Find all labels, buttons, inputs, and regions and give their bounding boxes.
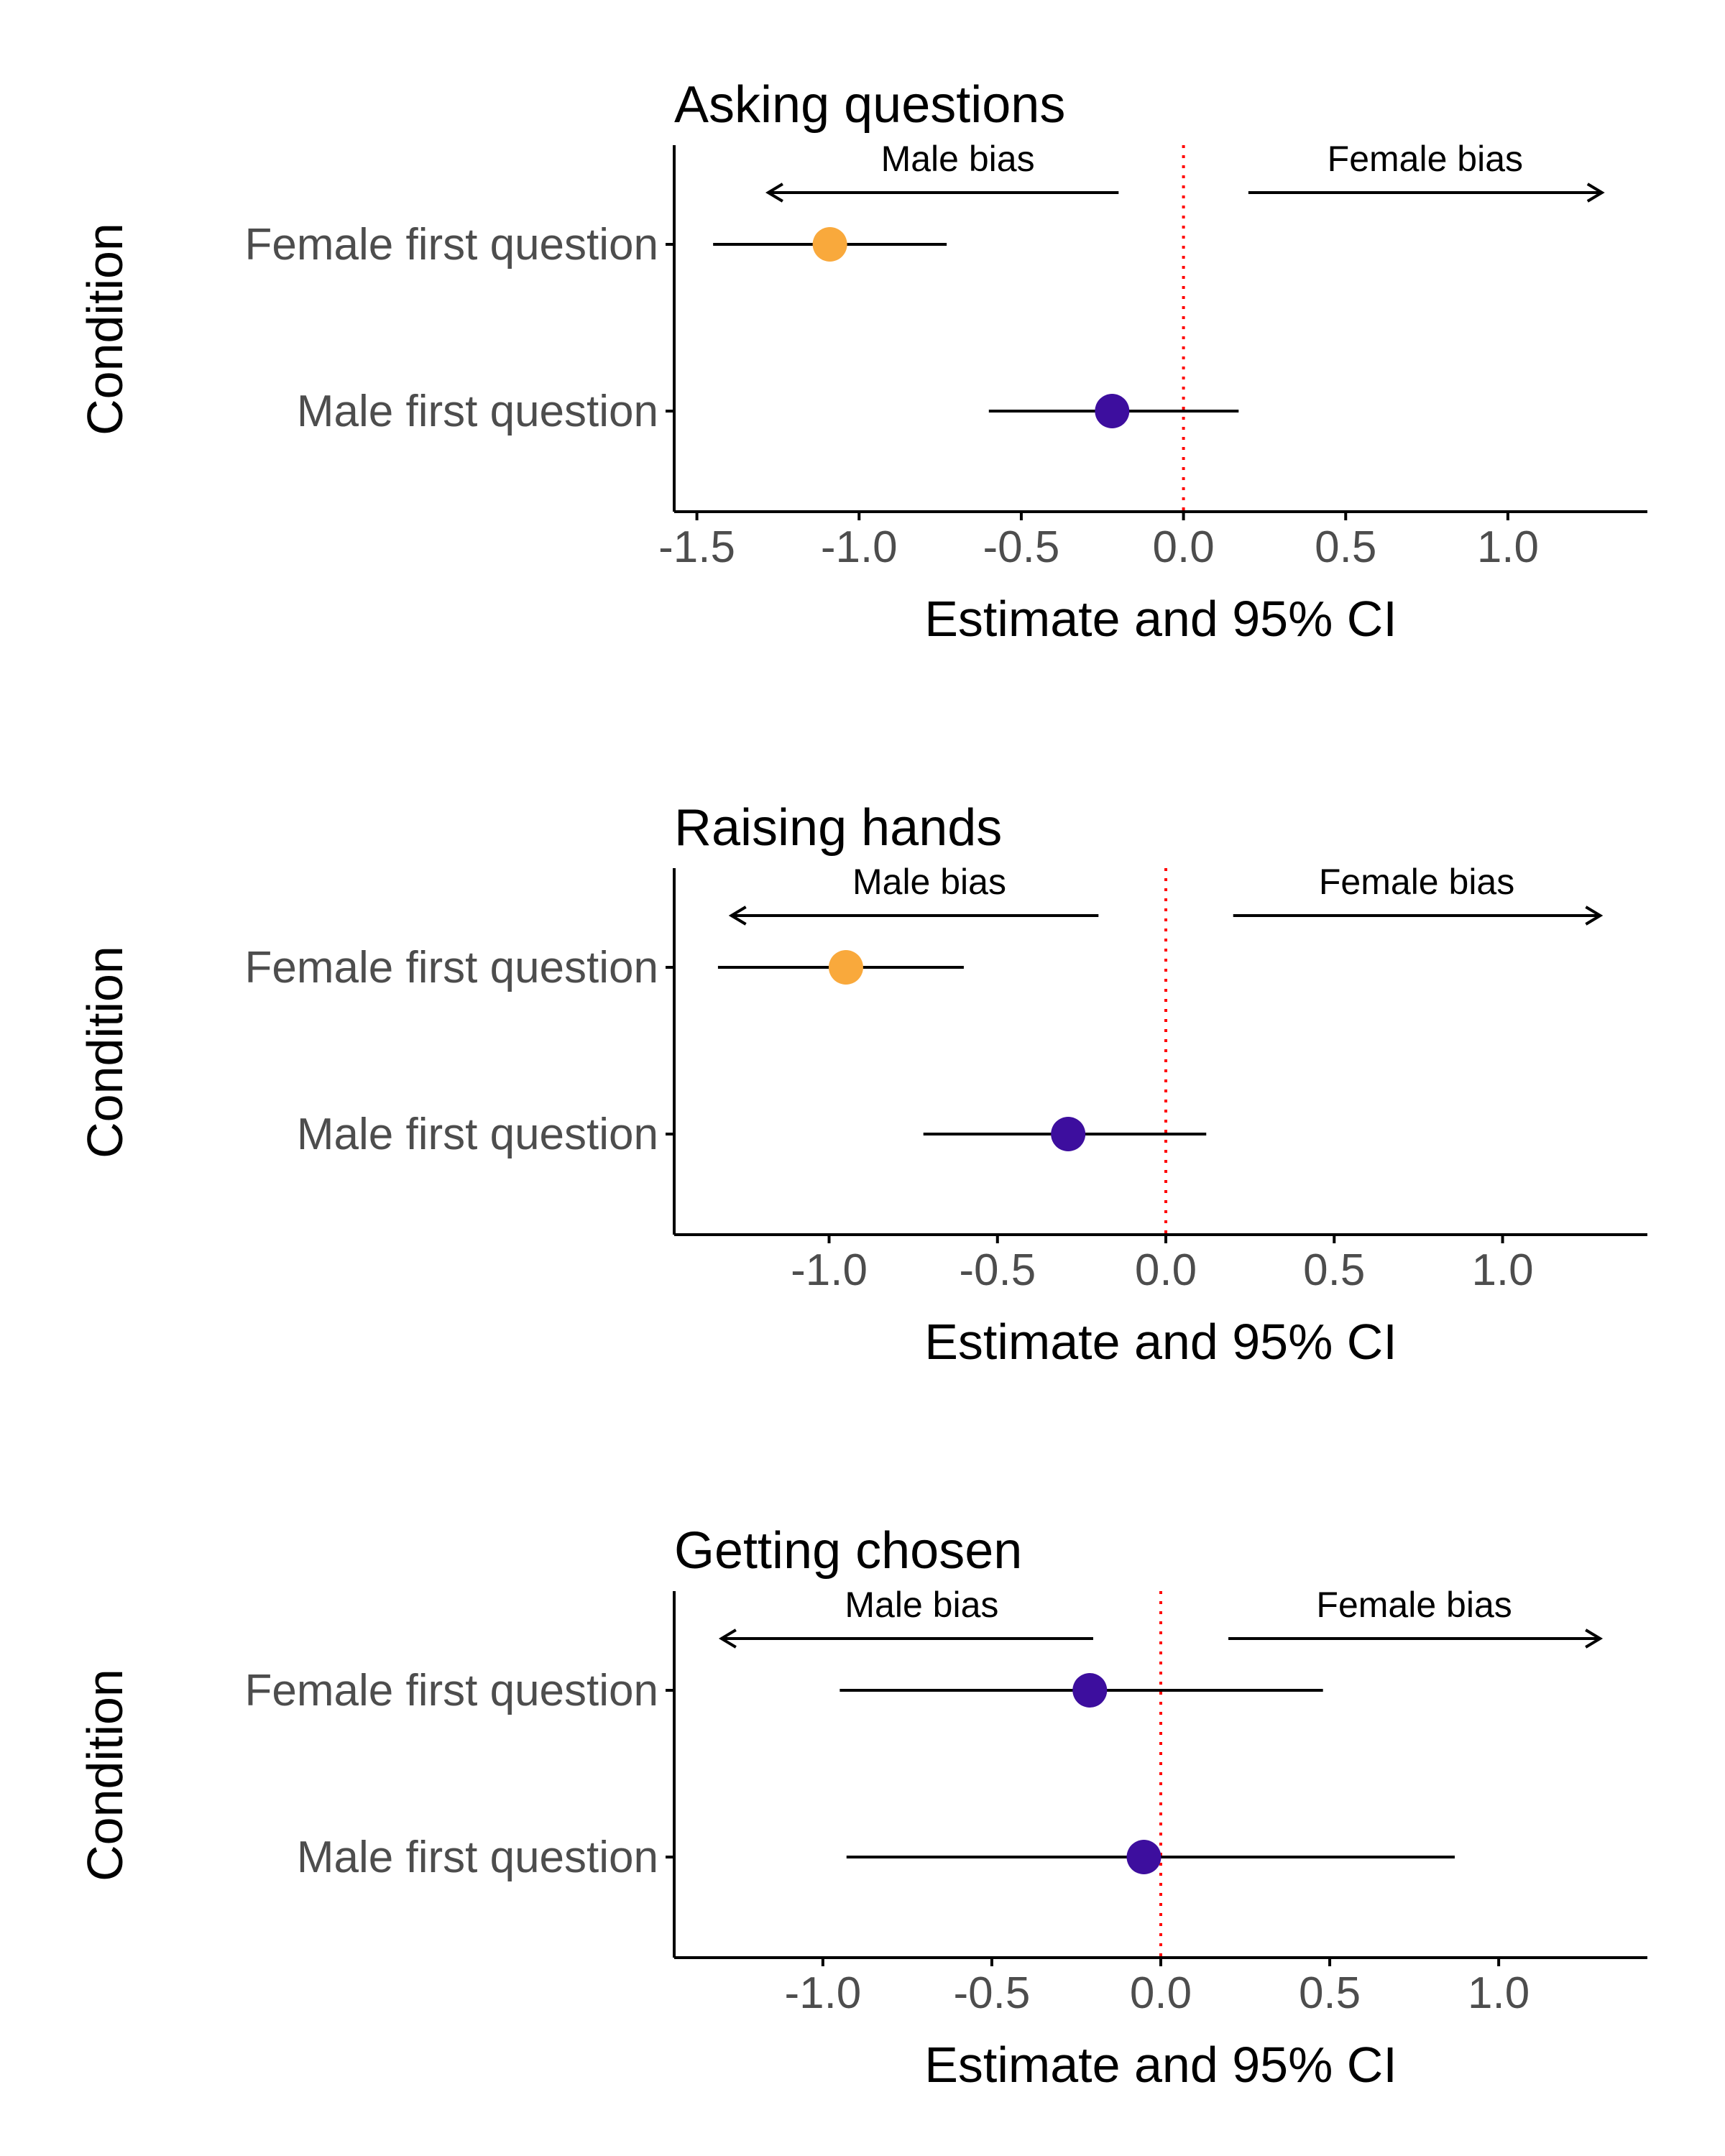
female-bias-arrow-head xyxy=(1586,183,1605,203)
y-tick-label: Female first question xyxy=(245,943,658,992)
y-tick-label: Female first question xyxy=(245,220,658,270)
panel-title: Asking questions xyxy=(674,76,1065,134)
x-tick-label: 1.0 xyxy=(1477,522,1539,572)
x-tick-label: -1.0 xyxy=(821,522,898,572)
y-tick-label: Male first question xyxy=(297,387,658,436)
x-tick-label: 0.5 xyxy=(1299,1968,1361,2018)
x-tick-label: -1.0 xyxy=(791,1245,868,1295)
x-tick-label: 0.0 xyxy=(1130,1968,1192,2018)
x-tick-label: 0.0 xyxy=(1152,522,1214,572)
x-tick-label: -0.5 xyxy=(954,1968,1031,2018)
x-tick-label: 1.0 xyxy=(1468,1968,1530,2018)
x-tick-label: 0.5 xyxy=(1303,1245,1365,1295)
panel-2: Getting chosen Condition -1.0 -0.5 0.0 0.5 1.0… xyxy=(77,1522,1647,2093)
panel-1: Raising hands Condition -1.0 -0.5 0.0 0.5 1.0 E… xyxy=(77,799,1647,1370)
panel-title: Raising hands xyxy=(674,799,1002,857)
y-tick-label: Male first question xyxy=(297,1110,658,1159)
estimate-point xyxy=(812,227,847,262)
estimate-point xyxy=(828,950,863,985)
x-tick-label: -0.5 xyxy=(983,522,1060,572)
x-tick-label: -1.5 xyxy=(658,522,735,572)
estimate-point xyxy=(1126,1840,1162,1874)
estimate-point xyxy=(1095,394,1130,428)
panel-title: Getting chosen xyxy=(674,1522,1022,1580)
x-tick-label: 0.0 xyxy=(1135,1245,1197,1295)
estimate-point xyxy=(1051,1117,1086,1151)
male-bias-label: Male bias xyxy=(881,139,1035,179)
male-bias-label: Male bias xyxy=(845,1585,998,1625)
female-bias-label: Female bias xyxy=(1319,862,1514,902)
y-axis-label: Condition xyxy=(77,223,133,436)
y-tick-label: Male first question xyxy=(297,1833,658,1882)
estimate-point xyxy=(1072,1673,1108,1708)
female-bias-label: Female bias xyxy=(1316,1585,1512,1625)
y-tick-label: Female first question xyxy=(245,1666,658,1715)
male-bias-arrow-head xyxy=(765,183,783,203)
male-bias-label: Male bias xyxy=(852,862,1006,902)
male-bias-arrow-head xyxy=(718,1628,737,1649)
x-tick-label: -1.0 xyxy=(784,1968,861,2018)
x-tick-label: 1.0 xyxy=(1471,1245,1533,1295)
panel-0: Asking questions Condition -1.5 -1.0 -0.5 0.0… xyxy=(77,76,1647,647)
female-bias-arrow-head xyxy=(1585,1628,1604,1649)
y-axis-label: Condition xyxy=(77,1669,133,1881)
x-tick-label: 0.5 xyxy=(1315,522,1376,572)
x-tick-label: -0.5 xyxy=(959,1245,1036,1295)
female-bias-label: Female bias xyxy=(1328,139,1523,179)
x-axis-label: Estimate and 95% CI xyxy=(924,1314,1397,1370)
x-axis-label: Estimate and 95% CI xyxy=(924,591,1397,647)
y-axis-label: Condition xyxy=(77,946,133,1158)
female-bias-arrow-head xyxy=(1585,906,1604,926)
x-axis-label: Estimate and 95% CI xyxy=(924,2037,1397,2093)
male-bias-arrow-head xyxy=(728,906,747,926)
